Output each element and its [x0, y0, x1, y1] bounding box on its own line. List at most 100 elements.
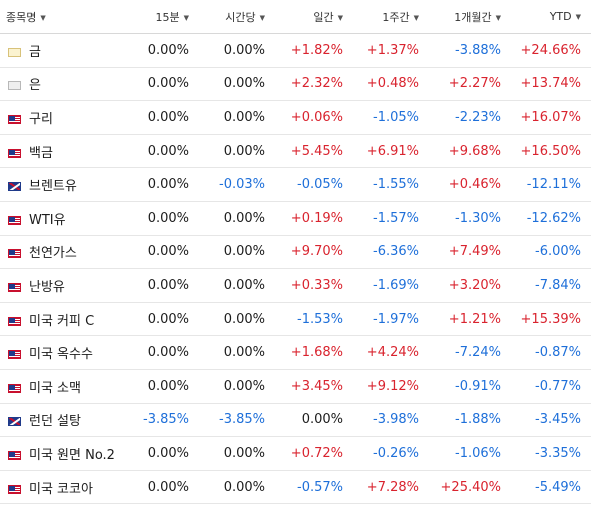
change-daily-cell: -1.53%: [275, 302, 353, 337]
commodity-name-cell[interactable]: 미국 원면 No.2: [0, 436, 128, 471]
commodity-name-cell[interactable]: 난방유: [0, 268, 128, 303]
commodity-name-cell[interactable]: 런던 설탕: [0, 403, 128, 438]
change-ytd-cell: -6.00%: [511, 235, 591, 270]
commodity-name-cell[interactable]: 천연가스: [0, 235, 128, 270]
commodity-name[interactable]: 미국 원면 No.2: [29, 447, 115, 463]
commodity-name[interactable]: 천연가스: [29, 246, 77, 262]
us-flag-icon: [8, 484, 21, 494]
change-ytd-cell: -3.35%: [511, 436, 591, 471]
change-monthly-cell: +25.40%: [429, 470, 511, 505]
table-row[interactable]: 미국 원면 No.2 0.00% 0.00% +0.72% -0.26% -1.06% -3…: [0, 436, 591, 471]
table-row[interactable]: 은 0.00% 0.00% +2.32% +0.48% +2.27% +13.74%: [0, 67, 591, 102]
commodity-name[interactable]: WTI유: [29, 212, 66, 228]
table-row[interactable]: 미국 소맥 0.00% 0.00% +3.45% +9.12% -0.91% -0.77%: [0, 369, 591, 404]
commodity-name-cell[interactable]: 구리: [0, 100, 128, 135]
table-row[interactable]: 미국 커피 C 0.00% 0.00% -1.53% -1.97% +1.21% +15.3…: [0, 302, 591, 337]
change-15min-cell: 0.00%: [128, 167, 199, 202]
sort-caret-icon: ▼: [495, 13, 501, 22]
commodity-name[interactable]: 난방유: [29, 279, 65, 295]
gold-icon: [8, 47, 21, 57]
commodity-name-cell[interactable]: 미국 코코아: [0, 470, 128, 505]
change-15min-cell: 0.00%: [128, 470, 199, 505]
change-hourly-cell: 0.00%: [199, 67, 275, 102]
change-hourly-cell: 0.00%: [199, 100, 275, 135]
uk-flag-icon: [8, 417, 21, 427]
table-row[interactable]: 금 0.00% 0.00% +1.82% +1.37% -3.88% +24.66%: [0, 33, 591, 68]
commodity-name[interactable]: 미국 소맥: [29, 380, 81, 396]
commodity-name[interactable]: 브렌트유: [29, 179, 77, 195]
table-row[interactable]: 백금 0.00% 0.00% +5.45% +6.91% +9.68% +16.50%: [0, 134, 591, 169]
commodity-name[interactable]: 런던 설탕: [29, 414, 81, 430]
table-row[interactable]: 천연가스 0.00% 0.00% +9.70% -6.36% +7.49% -6.00%: [0, 235, 591, 270]
header-label: 종목명: [6, 10, 37, 24]
commodity-name[interactable]: 미국 옥수수: [29, 347, 93, 363]
change-hourly-cell: 0.00%: [199, 235, 275, 270]
change-weekly-cell: -1.55%: [353, 167, 429, 202]
sort-monthly-header[interactable]: 1개월간 ▼: [429, 0, 511, 34]
sort-hourly-header[interactable]: 시간당 ▼: [199, 0, 275, 34]
commodity-name-cell[interactable]: WTI유: [0, 201, 128, 236]
commodity-name[interactable]: 미국 커피 C: [29, 313, 95, 329]
change-hourly-cell: 0.00%: [199, 335, 275, 370]
table-row[interactable]: 난방유 0.00% 0.00% +0.33% -1.69% +3.20% -7.84%: [0, 268, 591, 303]
change-weekly-cell: +9.12%: [353, 369, 429, 404]
table-row[interactable]: 런던 설탕 -3.85% -3.85% 0.00% -3.98% -1.88% -3.45%: [0, 403, 591, 438]
change-monthly-cell: +2.27%: [429, 67, 511, 102]
change-monthly-cell: +9.68%: [429, 134, 511, 169]
change-weekly-cell: -1.69%: [353, 268, 429, 303]
sort-name-header[interactable]: 종목명 ▼: [0, 0, 128, 34]
change-monthly-cell: -3.88%: [429, 33, 511, 68]
change-15min-cell: 0.00%: [128, 100, 199, 135]
change-hourly-cell: 0.00%: [199, 268, 275, 303]
us-flag-icon: [8, 383, 21, 393]
sort-daily-header[interactable]: 일간 ▼: [275, 0, 353, 34]
commodity-name[interactable]: 백금: [29, 145, 53, 161]
change-ytd-cell: -7.84%: [511, 268, 591, 303]
commodity-name-cell[interactable]: 금: [0, 33, 128, 68]
change-weekly-cell: +1.37%: [353, 33, 429, 68]
change-hourly-cell: 0.00%: [199, 134, 275, 169]
commodity-name[interactable]: 구리: [29, 111, 53, 127]
sort-caret-icon: ▼: [575, 13, 581, 21]
commodity-name-cell[interactable]: 미국 옥수수: [0, 335, 128, 370]
change-monthly-cell: +1.21%: [429, 302, 511, 337]
commodity-name-cell[interactable]: 미국 커피 C: [0, 302, 128, 337]
sort-caret-icon: ▼: [183, 13, 189, 22]
table-row[interactable]: 미국 옥수수 0.00% 0.00% +1.68% +4.24% -7.24% -0.87%: [0, 335, 591, 370]
sort-15min-header[interactable]: 15분 ▼: [128, 0, 199, 34]
change-15min-cell: 0.00%: [128, 33, 199, 68]
commodity-name-cell[interactable]: 백금: [0, 134, 128, 169]
change-ytd-cell: -12.11%: [511, 167, 591, 202]
sort-ytd-header[interactable]: YTD ▼: [511, 0, 591, 34]
commodity-name[interactable]: 금: [29, 44, 41, 60]
sort-weekly-header[interactable]: 1주간 ▼: [353, 0, 429, 34]
us-flag-icon: [8, 215, 21, 225]
change-15min-cell: 0.00%: [128, 436, 199, 471]
change-ytd-cell: +24.66%: [511, 33, 591, 68]
commodity-name[interactable]: 미국 코코아: [29, 481, 93, 497]
commodity-name-cell[interactable]: 은: [0, 67, 128, 102]
us-flag-icon: [8, 114, 21, 124]
change-15min-cell: 0.00%: [128, 134, 199, 169]
us-flag-icon: [8, 282, 21, 292]
silver-icon: [8, 81, 21, 91]
commodity-name-cell[interactable]: 브렌트유: [0, 167, 128, 202]
change-daily-cell: -0.57%: [275, 470, 353, 505]
table-row[interactable]: 미국 코코아 0.00% 0.00% -0.57% +7.28% +25.40% -5.49…: [0, 470, 591, 505]
header-label: YTD: [549, 10, 572, 23]
change-daily-cell: -0.05%: [275, 167, 353, 202]
table-row[interactable]: 구리 0.00% 0.00% +0.06% -1.05% -2.23% +16.07%: [0, 100, 591, 135]
table-row[interactable]: 브렌트유 0.00% -0.03% -0.05% -1.55% +0.46% -12.11%: [0, 167, 591, 202]
us-flag-icon: [8, 148, 21, 158]
change-daily-cell: +2.32%: [275, 67, 353, 102]
change-hourly-cell: 0.00%: [199, 369, 275, 404]
change-monthly-cell: -1.06%: [429, 436, 511, 471]
change-15min-cell: 0.00%: [128, 268, 199, 303]
table-row[interactable]: WTI유 0.00% 0.00% +0.19% -1.57% -1.30% -12.62%: [0, 201, 591, 236]
change-monthly-cell: -7.24%: [429, 335, 511, 370]
change-daily-cell: +3.45%: [275, 369, 353, 404]
commodity-name-cell[interactable]: 미국 소맥: [0, 369, 128, 404]
change-hourly-cell: 0.00%: [199, 436, 275, 471]
header-label: 1주간: [382, 10, 410, 24]
commodity-name[interactable]: 은: [29, 78, 41, 94]
